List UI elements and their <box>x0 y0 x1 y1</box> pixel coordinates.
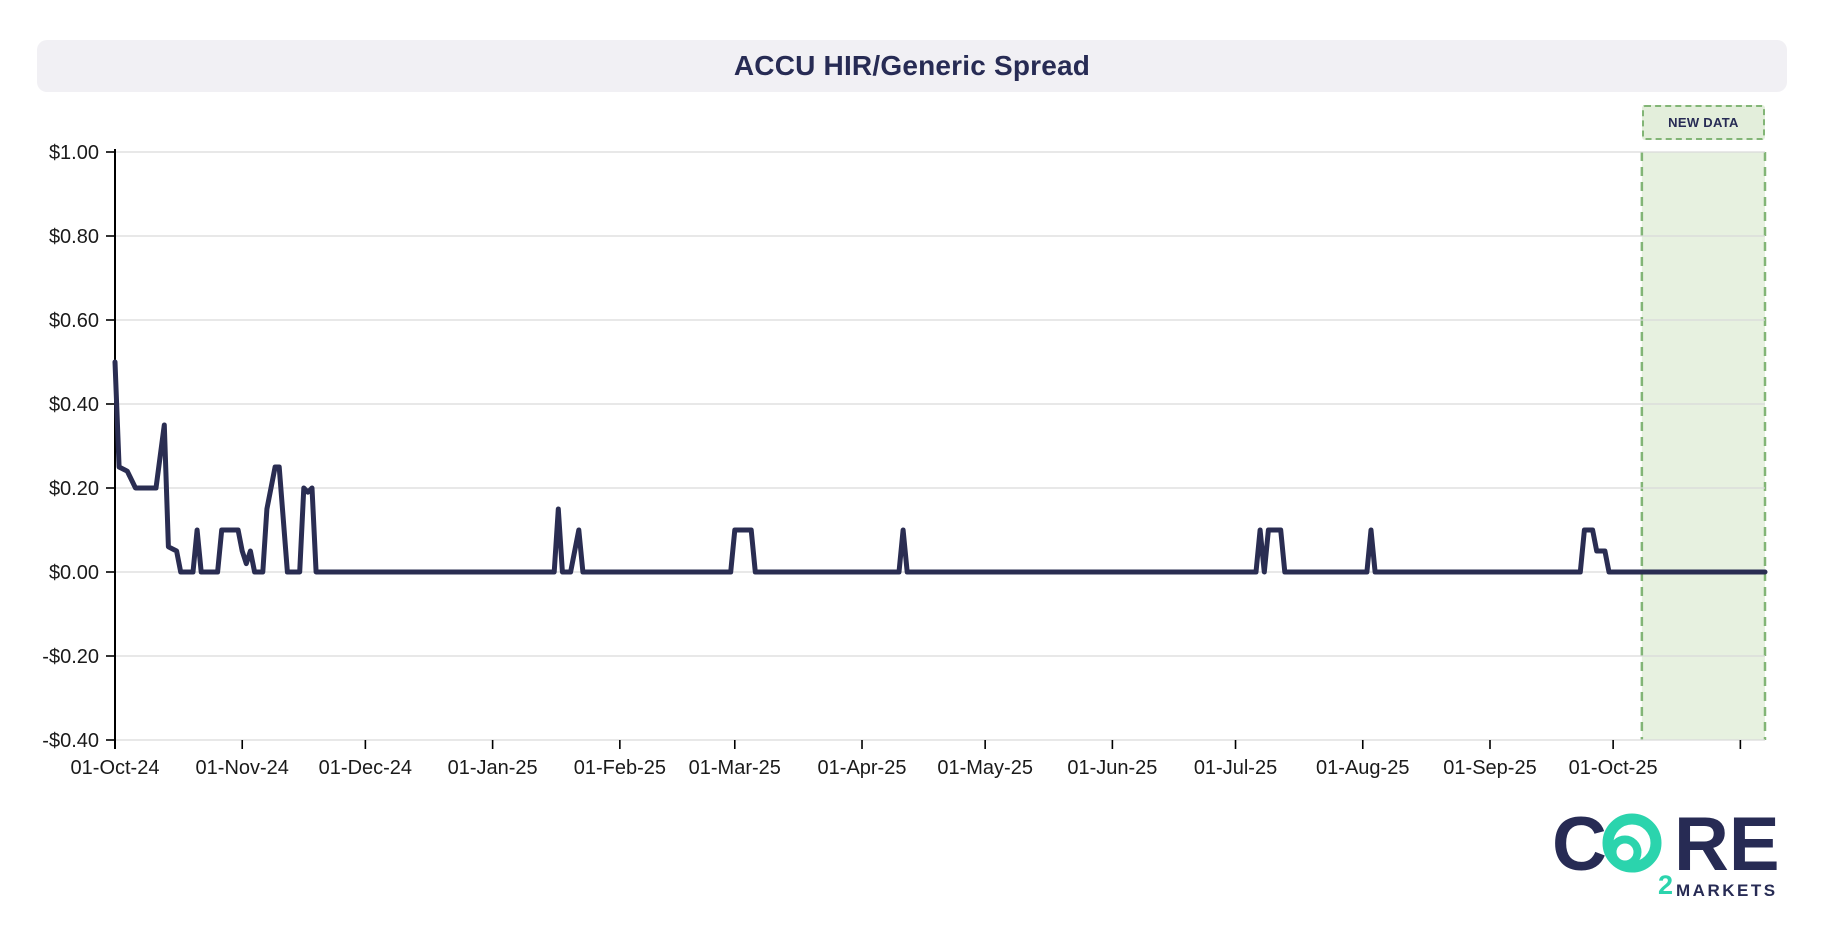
y-tick-label: $0.60 <box>49 310 99 332</box>
y-tick-label: $0.40 <box>49 394 99 416</box>
logo-markets-text: MARKETS <box>1676 881 1777 900</box>
logo-sub2-text: 2 <box>1658 870 1673 900</box>
x-tick-label: 01-Oct-24 <box>71 757 160 779</box>
x-tick-label: 01-May-25 <box>937 757 1033 779</box>
new-data-region <box>1641 152 1765 740</box>
y-tick-label: $1.00 <box>49 142 99 164</box>
x-tick-label: 01-Jan-25 <box>448 757 538 779</box>
x-tick-label: 01-Oct-25 <box>1569 757 1658 779</box>
x-tick-label: 01-Feb-25 <box>574 757 666 779</box>
x-tick-label: 01-Sep-25 <box>1443 757 1536 779</box>
x-tick-label: 01-Mar-25 <box>689 757 781 779</box>
x-tick-label: 01-Jul-25 <box>1194 757 1277 779</box>
spread-line <box>112 359 1768 575</box>
title-bar: ACCU HIR/Generic Spread <box>37 40 1787 92</box>
x-tick-label: 01-Nov-24 <box>196 757 289 779</box>
logo-re-text: RE <box>1674 808 1777 887</box>
y-tick-label: -$0.20 <box>42 646 99 668</box>
x-tick-label: 01-Aug-25 <box>1316 757 1409 779</box>
new-data-badge: NEW DATA <box>1641 105 1765 140</box>
x-tick-label: 01-Dec-24 <box>319 757 412 779</box>
y-tick-label: $0.00 <box>49 562 99 584</box>
x-tick-label: 01-Jun-25 <box>1067 757 1157 779</box>
y-tick-label: $0.80 <box>49 226 99 248</box>
new-data-badge-label: NEW DATA <box>1668 115 1739 130</box>
co2-ring-icon <box>1602 813 1662 873</box>
core-markets-logo: C 2 RE MARKETS <box>1552 808 1777 900</box>
logo-c-text: C <box>1552 808 1607 887</box>
y-tick-label: -$0.40 <box>42 730 99 752</box>
y-tick-label: $0.20 <box>49 478 99 500</box>
page-title: ACCU HIR/Generic Spread <box>733 50 1091 81</box>
x-tick-label: 01-Apr-25 <box>818 757 907 779</box>
